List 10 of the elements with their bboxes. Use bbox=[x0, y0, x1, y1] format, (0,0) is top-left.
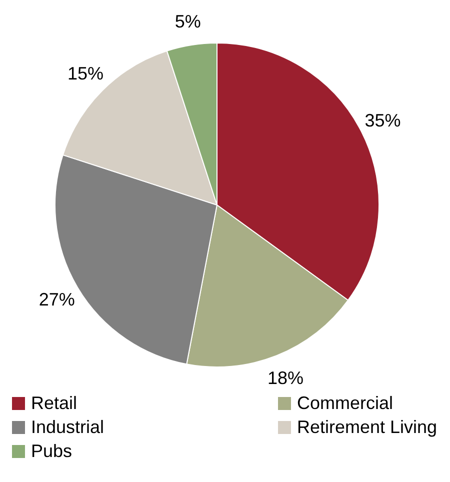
legend-label: Commercial bbox=[297, 392, 394, 414]
data-label: 35% bbox=[364, 110, 401, 131]
legend-label: Pubs bbox=[31, 440, 72, 462]
data-label: 5% bbox=[174, 11, 201, 32]
legend-label: Retail bbox=[31, 392, 78, 414]
legend-label: Retirement Living bbox=[297, 416, 438, 438]
data-label: 15% bbox=[67, 63, 104, 84]
legend-label: Industrial bbox=[31, 416, 104, 438]
data-label: 18% bbox=[267, 368, 304, 388]
data-label: 27% bbox=[38, 290, 75, 310]
